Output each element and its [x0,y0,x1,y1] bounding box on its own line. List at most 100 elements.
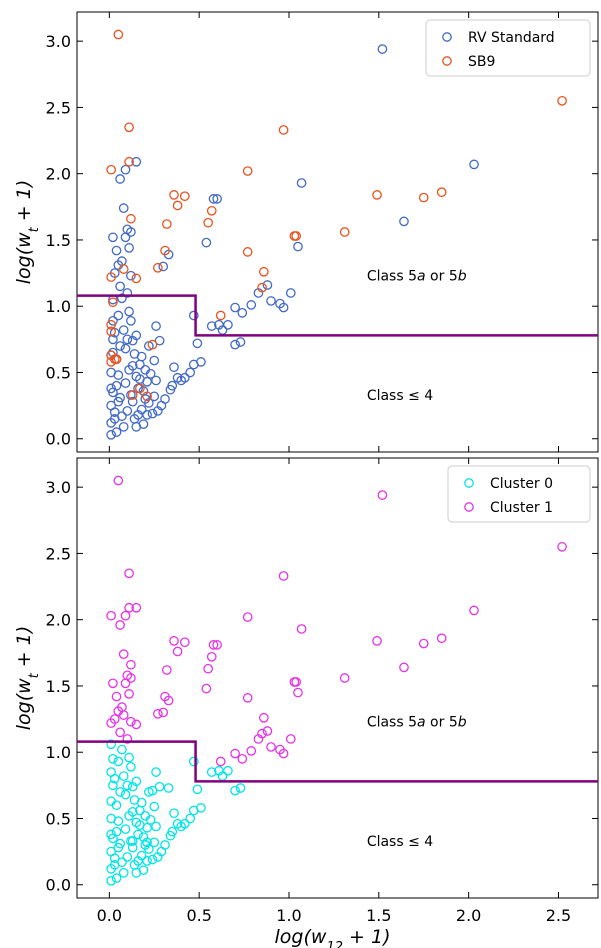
data-point-sb9-30 [106,326,116,337]
annotation-class-le-4: Class ≤ 4 [367,388,433,404]
legend-marker-1 [464,502,474,512]
data-point-rv-standard-8 [266,296,276,306]
data-point-rv-standard-59 [120,232,131,243]
data-point-rv-standard-62 [111,245,122,256]
data-point-rv-standard-13 [230,302,240,313]
data-point-rv-standard-30 [172,372,183,383]
data-point-sb9-6 [557,95,567,106]
data-point-cluster-0-81 [140,840,151,850]
x-tick-label: 2.5 [546,906,571,925]
data-point-cluster-0-19 [120,824,131,834]
data-point-rv-standard-24 [192,338,203,349]
data-point-rv-standard-7 [278,302,289,313]
data-point-sb9-18 [161,219,172,229]
data-point-cluster-1-2 [557,541,567,552]
data-point-sb9-23 [242,247,253,257]
y-tick-label: 3.0 [46,32,71,51]
data-point-cluster-0-11 [113,816,124,826]
data-point-cluster-1-34 [201,683,212,694]
data-point-cluster-1-45 [118,710,129,720]
data-point-rv-standard-27 [185,367,196,378]
data-point-sb9-5 [242,166,253,176]
data-point-cluster-1-48 [126,716,136,727]
data-point-cluster-0-3 [108,780,118,791]
data-point-sb9-36 [135,383,145,394]
data-point-cluster-0-82 [136,850,147,861]
data-point-cluster-1-16 [372,636,382,646]
data-point-rv-standard-21 [212,194,222,204]
data-point-cluster-0-47 [138,865,149,876]
data-point-cluster-0-0 [106,739,116,750]
data-point-cluster-1-56 [122,734,133,744]
bottom-legend: Cluster 0 Cluster 1 [447,465,591,523]
data-point-rv-standard-99 [140,364,151,375]
data-point-sb9-15 [172,200,183,211]
data-point-rv-standard-48 [126,315,136,326]
data-point-rv-standard-2 [296,178,307,188]
data-point-cluster-1-4 [278,571,289,581]
x-tick-label: 0.5 [186,906,211,925]
data-point-cluster-1-54 [253,734,264,744]
top-class-boundary-line [77,294,598,337]
data-point-cluster-0-55 [135,805,145,816]
data-point-cluster-0-70 [192,784,203,795]
data-point-rv-standard-22 [201,237,212,248]
data-point-rv-standard-115 [120,343,131,354]
data-point-rv-standard-36 [154,335,165,346]
data-point-cluster-0-61 [163,783,174,793]
data-point-cluster-0-1 [108,753,118,764]
data-point-rv-standard-37 [151,321,161,331]
data-point-cluster-0-33 [160,840,170,850]
data-point-cluster-0-52 [126,761,136,772]
data-point-cluster-0-29 [147,854,158,865]
data-point-cluster-1-13 [436,633,447,644]
data-point-cluster-1-18 [208,640,219,650]
data-point-cluster-0-71 [196,803,206,813]
data-point-rv-standard-108 [108,387,118,398]
data-point-cluster-1-55 [285,734,296,744]
data-point-rv-standard-23 [188,310,199,321]
data-point-cluster-1-1 [377,490,388,500]
y-tick-label: 1.5 [46,677,71,696]
annotation-class-5: Class 5a or 5b [367,715,467,731]
data-point-rv-standard-81 [115,341,125,351]
data-point-cluster-0-63 [165,830,176,841]
data-point-rv-standard-26 [188,359,199,370]
data-point-cluster-0-72 [188,756,199,767]
data-point-cluster-1-63 [215,756,226,767]
data-point-cluster-0-67 [179,818,190,829]
data-point-cluster-0-85 [127,836,138,846]
data-point-rv-standard-93 [147,408,158,419]
y-tick-label: 0.5 [46,809,71,828]
data-point-cluster-1-35 [293,687,303,698]
data-point-cluster-1-20 [172,646,183,657]
data-point-cluster-1-32 [120,678,131,689]
data-point-cluster-1-8 [106,610,116,621]
data-point-sb9-24 [258,266,269,277]
bottom-y-ticks: 0.0 0.5 1.0 1.5 2.0 2.5 3.0 [46,478,598,895]
data-point-rv-standard-112 [135,374,145,384]
data-point-rv-standard-114 [142,410,152,420]
data-point-sb9-39 [108,297,118,308]
data-point-cluster-0-16 [109,853,120,864]
y-tick-label: 2.5 [46,544,71,563]
data-point-cluster-0-56 [133,829,143,840]
legend-box [447,465,591,523]
data-point-sb9-29 [106,319,116,330]
data-point-cluster-0-54 [129,795,140,805]
data-point-rv-standard-3 [399,216,409,227]
data-point-sb9-9 [436,187,447,198]
data-point-sb9-17 [203,217,213,228]
data-point-cluster-1-14 [169,636,179,646]
data-point-cluster-1-9 [120,610,131,621]
data-point-rv-standard-1 [469,159,479,170]
data-point-cluster-0-77 [230,785,240,796]
y-tick-label: 2.5 [46,98,71,117]
data-point-cluster-1-12 [296,624,307,634]
data-point-sb9-22 [152,262,163,273]
data-point-rv-standard-4 [293,241,303,252]
data-point-rv-standard-58 [126,227,136,237]
data-point-rv-standard-110 [127,396,138,407]
data-point-cluster-0-9 [106,875,116,886]
bottom-scatter-points [106,475,567,886]
